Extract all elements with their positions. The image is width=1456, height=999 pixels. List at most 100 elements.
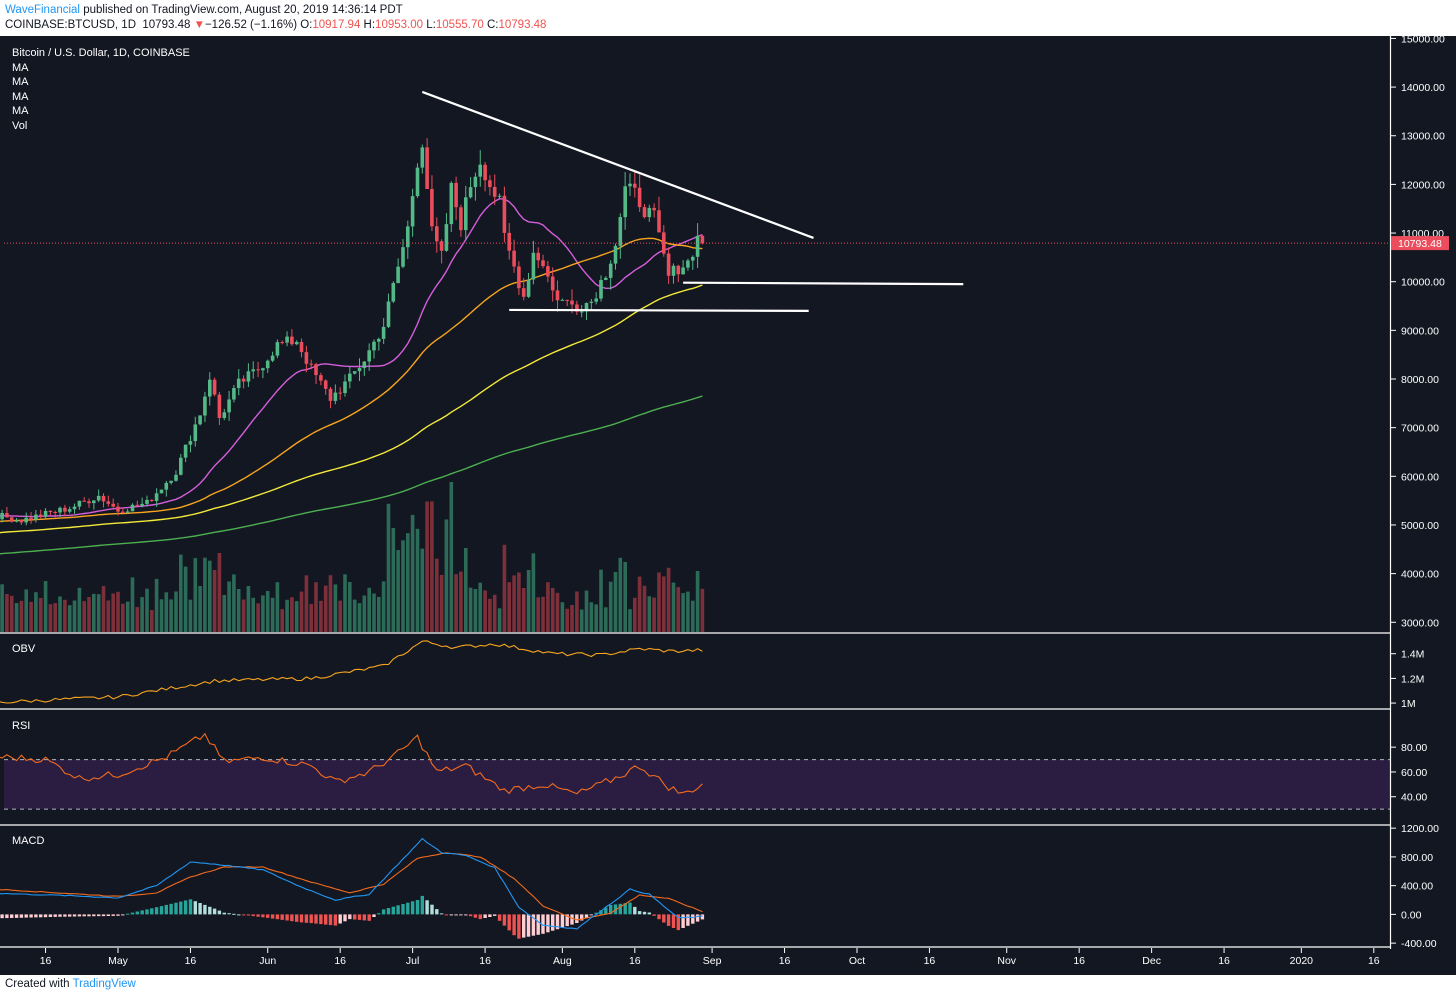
macd-histogram-bar xyxy=(628,902,632,915)
macd-label[interactable]: MACD xyxy=(12,835,44,847)
candle-body xyxy=(111,503,115,507)
volume-bar xyxy=(647,596,652,632)
candle-body xyxy=(662,232,666,254)
volume-bar xyxy=(372,593,376,632)
trendline-2 xyxy=(509,308,809,312)
legend-ma-3[interactable]: MA xyxy=(12,91,29,103)
candle-body xyxy=(82,500,86,502)
volume-bar xyxy=(628,609,632,632)
candle-body xyxy=(92,500,96,504)
volume-bar xyxy=(357,603,362,632)
volume-bar xyxy=(208,560,212,632)
macd-histogram-bar xyxy=(39,914,43,918)
macd-histogram-bar xyxy=(700,914,705,920)
macd-histogram-bar xyxy=(589,914,593,916)
candle-body xyxy=(464,197,468,231)
macd-histogram-bar xyxy=(493,914,497,916)
candle-body xyxy=(116,506,120,512)
volume-bar xyxy=(29,601,33,632)
macd-histogram-bar xyxy=(497,914,502,921)
candle-body xyxy=(275,342,280,356)
price-tick-label: 5000.00 xyxy=(1401,520,1439,532)
candle-body xyxy=(19,520,24,523)
quote-line: COINBASE:BTCUSD, 1D 10793.48 ▼−126.52 (−… xyxy=(5,19,546,31)
candle-body xyxy=(140,503,144,506)
chart-area[interactable]: 15000.0014000.0013000.0012000.0011000.00… xyxy=(0,36,1456,975)
price-tick-label: 3000.00 xyxy=(1401,617,1439,629)
candle-body xyxy=(145,499,149,504)
macd-histogram-bar xyxy=(169,903,173,915)
macd-line xyxy=(0,837,703,930)
candle-body xyxy=(222,412,227,418)
volume-bar xyxy=(662,576,666,632)
macd-histogram-bar xyxy=(671,914,676,928)
obv-tick-label: 1.4M xyxy=(1401,649,1424,661)
candle-body xyxy=(285,336,289,343)
candle-body xyxy=(290,336,294,345)
candle-body xyxy=(319,375,323,381)
candle-body xyxy=(575,304,579,312)
macd-histogram-bar xyxy=(377,913,381,915)
macd-tick-label: 1200.00 xyxy=(1401,823,1439,835)
legend-ma-2[interactable]: MA xyxy=(12,76,29,88)
legend-ma-4[interactable]: MA xyxy=(12,105,29,117)
macd-histogram-bar xyxy=(43,914,48,918)
time-axis[interactable]: 16 May 16 Jun 16 Jul 16 Aug 16 Sep 16 Oct 16 Nov 16 Dec… xyxy=(40,948,1380,967)
price-tick-label: 10000.00 xyxy=(1401,277,1445,289)
candle-body xyxy=(459,207,463,231)
published-text: published on TradingView.com, August 20,… xyxy=(83,4,403,16)
candle-body xyxy=(647,207,652,218)
candle-body xyxy=(72,506,77,510)
macd-histogram-bar xyxy=(256,914,260,917)
time-tick-label: Dec xyxy=(1142,955,1161,967)
candle-body xyxy=(531,252,536,280)
macd-histogram-bar xyxy=(111,914,115,916)
macd-histogram-bar xyxy=(410,901,415,915)
publish-line: WaveFinancial published on TradingView.c… xyxy=(5,4,403,16)
macd-histogram-bar xyxy=(241,914,246,916)
price-tick-label: 6000.00 xyxy=(1401,471,1439,483)
volume-bar xyxy=(96,594,101,632)
candle-body xyxy=(323,380,328,389)
volume-bar xyxy=(101,586,106,632)
candle-body xyxy=(502,195,507,233)
candle-body xyxy=(154,493,159,501)
macd-histogram-bar xyxy=(662,914,666,923)
obv-label[interactable]: OBV xyxy=(12,643,36,655)
candle-body xyxy=(444,224,449,251)
macd-histogram-bar xyxy=(420,895,424,915)
volume-bar xyxy=(72,600,77,632)
candle-body xyxy=(338,392,342,394)
publisher-link[interactable]: WaveFinancial xyxy=(5,4,80,16)
macd-histogram-bar xyxy=(584,914,589,918)
volume-bar xyxy=(642,585,647,632)
candle-body xyxy=(5,513,9,518)
macd-histogram-bar xyxy=(536,914,540,935)
candle-body xyxy=(77,500,82,507)
rsi-label[interactable]: RSI xyxy=(12,720,30,732)
macd-histogram-bar xyxy=(473,914,478,918)
candle-body xyxy=(48,510,53,512)
macd-histogram-bar xyxy=(580,914,584,921)
tradingview-logo[interactable]: TradingView xyxy=(72,978,136,990)
time-tick-label: 16 xyxy=(629,955,641,967)
volume-bar xyxy=(473,589,478,632)
legend-vol[interactable]: Vol xyxy=(12,120,27,132)
legend-title: Bitcoin / U.S. Dollar, 1D, COINBASE xyxy=(12,47,190,59)
time-tick-label: 16 xyxy=(779,955,791,967)
candle-body xyxy=(521,288,526,297)
legend-ma-1[interactable]: MA xyxy=(12,62,29,74)
candle-body xyxy=(106,501,111,504)
price-axis[interactable]: 15000.0014000.0013000.0012000.0011000.00… xyxy=(1390,36,1449,950)
candle-body xyxy=(333,392,338,401)
candlesticks[interactable] xyxy=(0,138,705,526)
volume-bar xyxy=(270,597,275,632)
volume-bar xyxy=(439,575,444,632)
macd-tick-label: 0.00 xyxy=(1401,909,1422,921)
chart-background xyxy=(0,36,1456,975)
macd-histogram-bar xyxy=(10,914,14,918)
candle-body xyxy=(396,266,400,284)
candle-body xyxy=(208,379,212,397)
trendlines[interactable] xyxy=(421,90,964,312)
candle-body xyxy=(517,266,521,289)
